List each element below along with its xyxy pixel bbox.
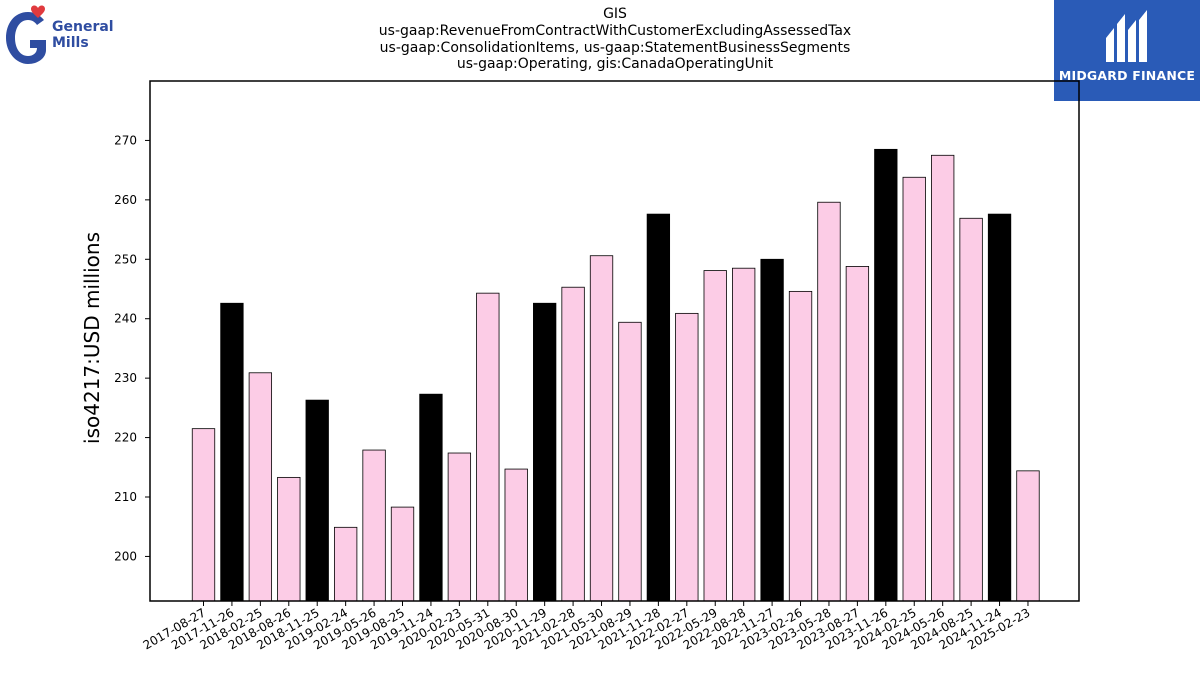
midgard-finance-wordmark: MIDGARD FINANCE bbox=[1058, 68, 1196, 83]
chart-title-line: us-gaap:ConsolidationItems, us-gaap:Stat… bbox=[379, 39, 851, 56]
bar-2019-11-24 bbox=[419, 393, 443, 602]
bar-2022-08-28 bbox=[732, 267, 756, 602]
bar-2025-02-23 bbox=[1016, 470, 1040, 602]
bar-2021-05-30 bbox=[589, 255, 614, 602]
bar-2018-08-26 bbox=[277, 476, 301, 602]
bar-2021-11-28 bbox=[646, 213, 671, 602]
bar-2024-02-25 bbox=[902, 176, 926, 602]
bar-2021-08-29 bbox=[618, 321, 642, 602]
bar-2020-11-29 bbox=[533, 302, 557, 602]
bar-2022-05-29 bbox=[703, 270, 727, 602]
general-mills-g-icon bbox=[6, 5, 46, 64]
plot-frame bbox=[149, 80, 1080, 602]
y-tick-label: 240 bbox=[114, 312, 137, 326]
bar-2023-02-26 bbox=[788, 290, 813, 602]
bar-2020-02-23 bbox=[447, 452, 472, 602]
bars-group bbox=[191, 148, 1040, 602]
chart-title: GIS us-gaap:RevenueFromContractWithCusto… bbox=[315, 6, 915, 73]
bar-2019-08-25 bbox=[390, 506, 415, 602]
y-tick-label: 210 bbox=[114, 490, 137, 504]
bar-2017-11-26 bbox=[220, 302, 244, 602]
bar-2018-11-25 bbox=[305, 399, 329, 602]
chart-title-line: us-gaap:Operating, gis:CanadaOperatingUn… bbox=[456, 56, 774, 73]
bar-2021-02-28 bbox=[561, 286, 585, 602]
bar-2023-08-27 bbox=[845, 266, 870, 602]
chart-title-line: us-gaap:RevenueFromContractWithCustomerE… bbox=[378, 22, 852, 39]
bar-2017-08-27 bbox=[191, 428, 216, 602]
chart-title-line: GIS bbox=[603, 6, 627, 22]
y-axis-label: iso4217:USD millions bbox=[80, 232, 104, 444]
y-tick-label: 200 bbox=[114, 549, 137, 563]
y-tick-label: 220 bbox=[114, 431, 137, 445]
bar-2023-11-26 bbox=[874, 148, 898, 602]
heart-icon bbox=[31, 5, 45, 18]
wordmark-line: General bbox=[52, 19, 114, 35]
wordmark-line: Mills bbox=[52, 35, 89, 51]
y-tick-label: 270 bbox=[114, 133, 137, 147]
y-tick-label: 230 bbox=[114, 371, 137, 385]
midgard-monogram-icon bbox=[1106, 10, 1147, 62]
general-mills-wordmark: General Mills bbox=[52, 19, 114, 51]
bar-2024-11-24 bbox=[987, 213, 1012, 602]
x-axis: 2017-08-272017-11-262018-02-252018-08-26… bbox=[141, 601, 1032, 652]
bar-2022-02-27 bbox=[675, 312, 699, 602]
bar-2019-02-24 bbox=[333, 526, 358, 602]
bar-2020-08-30 bbox=[504, 468, 528, 602]
bar-2023-05-28 bbox=[817, 201, 841, 602]
bar-2018-02-25 bbox=[248, 372, 273, 602]
bar-2020-05-31 bbox=[476, 292, 500, 602]
bar-2024-08-25 bbox=[959, 217, 983, 602]
bar-2024-05-26 bbox=[931, 154, 955, 602]
bar-2022-11-27 bbox=[760, 258, 784, 602]
general-mills-logo: General Mills bbox=[4, 4, 124, 68]
y-tick-label: 250 bbox=[114, 252, 137, 266]
bar-2019-05-26 bbox=[362, 449, 386, 602]
y-axis: 200 210 220 230 240 250 260 270 bbox=[114, 133, 150, 563]
y-tick-label: 260 bbox=[114, 193, 137, 207]
